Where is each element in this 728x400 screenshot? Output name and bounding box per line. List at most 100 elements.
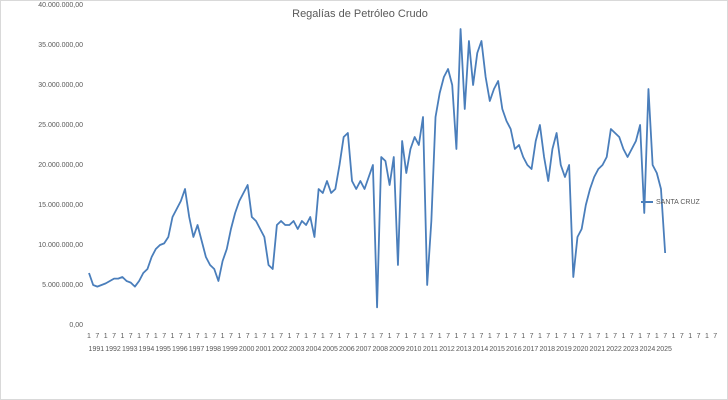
x-tick-label: 7	[546, 333, 550, 340]
x-tick-label: 7	[429, 333, 433, 340]
x-tick-label: 7	[496, 333, 500, 340]
x-tick-label: 1	[421, 333, 425, 340]
year-label: 2016	[506, 346, 522, 353]
year-label: 2021	[590, 346, 606, 353]
year-label: 2014	[473, 346, 489, 353]
y-tick-label: 15.000.000,00	[38, 202, 83, 209]
x-tick-label: 1	[204, 333, 208, 340]
x-tick-label: 1	[321, 333, 325, 340]
year-label: 2011	[423, 346, 438, 353]
x-tick-label: 1	[688, 333, 692, 340]
x-tick-label: 7	[479, 333, 483, 340]
x-tick-label: 7	[262, 333, 266, 340]
x-tick-label: 1	[104, 333, 108, 340]
year-label: 2020	[573, 346, 589, 353]
x-tick-label: 1	[171, 333, 175, 340]
x-tick-label: 7	[379, 333, 383, 340]
x-tick-label: 1	[505, 333, 509, 340]
x-tick-label: 7	[613, 333, 617, 340]
y-tick-label: 5.000.000,00	[42, 282, 83, 289]
x-tick-label: 7	[563, 333, 567, 340]
year-label: 2005	[322, 346, 338, 353]
x-tick-label: 1	[338, 333, 342, 340]
x-tick-label: 7	[530, 333, 534, 340]
year-label: 1992	[105, 346, 121, 353]
x-tick-label: 7	[162, 333, 166, 340]
year-label: 2010	[406, 346, 422, 353]
x-tick-label: 7	[363, 333, 367, 340]
x-tick-label: 7	[446, 333, 450, 340]
year-label: 2009	[389, 346, 405, 353]
x-tick-label: 7	[179, 333, 183, 340]
x-tick-label: 1	[621, 333, 625, 340]
x-tick-label: 7	[346, 333, 350, 340]
x-tick-label: 7	[296, 333, 300, 340]
x-tick-label: 1	[271, 333, 275, 340]
x-tick-label: 1	[655, 333, 659, 340]
y-tick-label: 20.000.000,00	[38, 162, 83, 169]
year-label: 2008	[372, 346, 388, 353]
year-label: 1996	[172, 346, 188, 353]
x-tick-label: 1	[154, 333, 158, 340]
x-tick-label: 7	[580, 333, 584, 340]
x-tick-label: 7	[196, 333, 200, 340]
legend-label: SANTA CRUZ	[656, 199, 701, 206]
x-tick-label: 1	[187, 333, 191, 340]
x-tick-label: 1	[254, 333, 258, 340]
x-tick-label: 1	[571, 333, 575, 340]
x-tick-label: 7	[396, 333, 400, 340]
x-tick-label: 1	[221, 333, 225, 340]
x-tick-label: 1	[287, 333, 291, 340]
x-tick-label: 1	[705, 333, 709, 340]
x-tick-label: 1	[388, 333, 392, 340]
year-label: 2004	[306, 346, 322, 353]
year-label: 2006	[339, 346, 355, 353]
x-tick-label: 7	[630, 333, 634, 340]
year-label: 2024	[640, 346, 656, 353]
x-tick-label: 7	[680, 333, 684, 340]
year-label: 2000	[239, 346, 255, 353]
y-tick-label: 35.000.000,00	[38, 42, 83, 49]
y-tick-label: 10.000.000,00	[38, 242, 83, 249]
y-tick-label: 30.000.000,00	[38, 82, 83, 89]
year-label: 2003	[289, 346, 305, 353]
y-tick-label: 40.000.000,00	[38, 2, 83, 9]
year-label: 1991	[89, 346, 105, 353]
x-tick-label: 1	[672, 333, 676, 340]
x-tick-label: 7	[229, 333, 233, 340]
y-tick-label: 0,00	[69, 322, 83, 329]
x-tick-label: 7	[145, 333, 149, 340]
x-tick-label: 1	[438, 333, 442, 340]
x-tick-label: 1	[538, 333, 542, 340]
x-tick-label: 1	[605, 333, 609, 340]
year-label: 2015	[489, 346, 505, 353]
x-tick-label: 1	[555, 333, 559, 340]
year-label: 1995	[155, 346, 171, 353]
year-label: 1997	[189, 346, 205, 353]
year-label: 2007	[356, 346, 372, 353]
x-tick-label: 7	[95, 333, 99, 340]
year-label: 2022	[606, 346, 622, 353]
year-label: 1993	[122, 346, 138, 353]
chart-title: Regalías de Petróleo Crudo	[292, 8, 428, 20]
series-line	[88, 28, 667, 309]
x-tick-label: 7	[596, 333, 600, 340]
x-tick-label: 7	[663, 333, 667, 340]
x-tick-label: 7	[463, 333, 467, 340]
x-tick-label: 1	[371, 333, 375, 340]
year-label: 2001	[256, 346, 272, 353]
year-label: 1994	[139, 346, 155, 353]
year-label: 1999	[222, 346, 238, 353]
x-tick-label: 1	[87, 333, 91, 340]
year-label: 2002	[272, 346, 288, 353]
x-tick-label: 1	[354, 333, 358, 340]
x-tick-label: 1	[471, 333, 475, 340]
year-label: 2013	[456, 346, 472, 353]
year-label: 2012	[439, 346, 455, 353]
x-tick-label: 1	[488, 333, 492, 340]
x-tick-label: 7	[112, 333, 116, 340]
x-tick-label: 1	[638, 333, 642, 340]
year-label: 2025	[656, 346, 672, 353]
